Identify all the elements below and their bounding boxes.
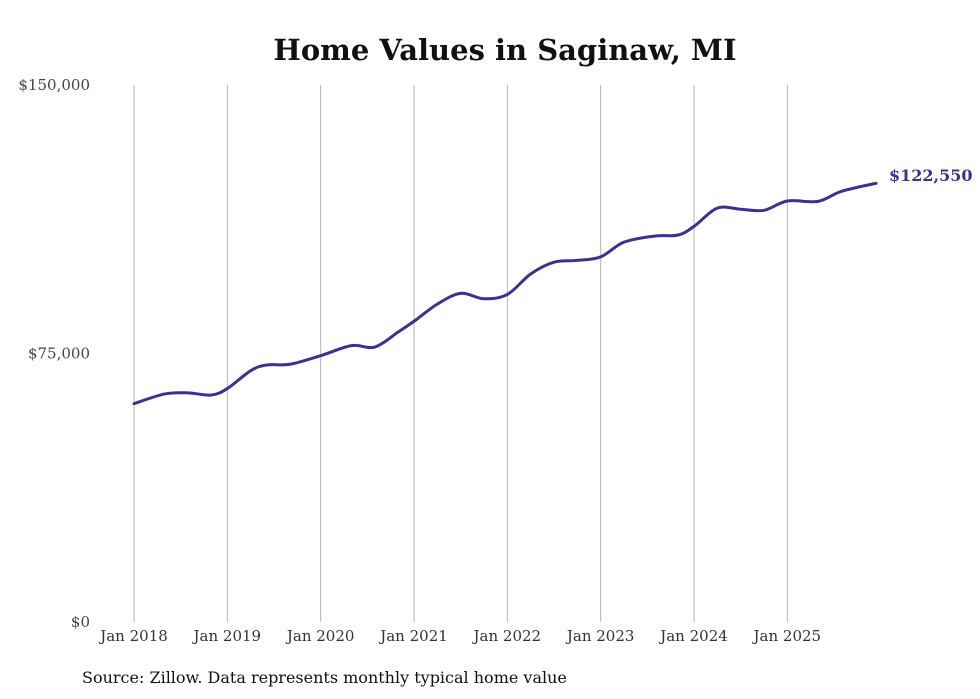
y-tick-label: $150,000 <box>18 76 90 94</box>
y-tick-label: $75,000 <box>28 345 90 363</box>
x-tick-label: Jan 2018 <box>98 627 168 645</box>
x-tick-label: Jan 2020 <box>285 627 355 645</box>
source-note: Source: Zillow. Data represents monthly … <box>82 668 567 687</box>
series-line-0 <box>132 181 878 406</box>
x-axis-ticks: Jan 2018 Jan 2019 Jan 2020 Jan 2021 Jan 2022… <box>98 627 821 645</box>
y-axis-ticks: $0 $75,000 $150,000 <box>18 76 90 631</box>
vertical-gridlines <box>133 85 788 622</box>
x-tick-label: Jan 2025 <box>752 627 822 645</box>
x-tick-label: Jan 2024 <box>658 627 728 645</box>
x-tick-label: Jan 2022 <box>472 627 542 645</box>
y-tick-label: $0 <box>71 613 90 631</box>
x-tick-label: Jan 2019 <box>192 627 262 645</box>
x-tick-label: Jan 2023 <box>565 627 635 645</box>
end-value-label: $122,550 <box>889 166 973 185</box>
chart-title: Home Values in Saginaw, MI <box>273 33 736 67</box>
x-tick-label: Jan 2021 <box>378 627 448 645</box>
series-layer <box>132 181 878 406</box>
